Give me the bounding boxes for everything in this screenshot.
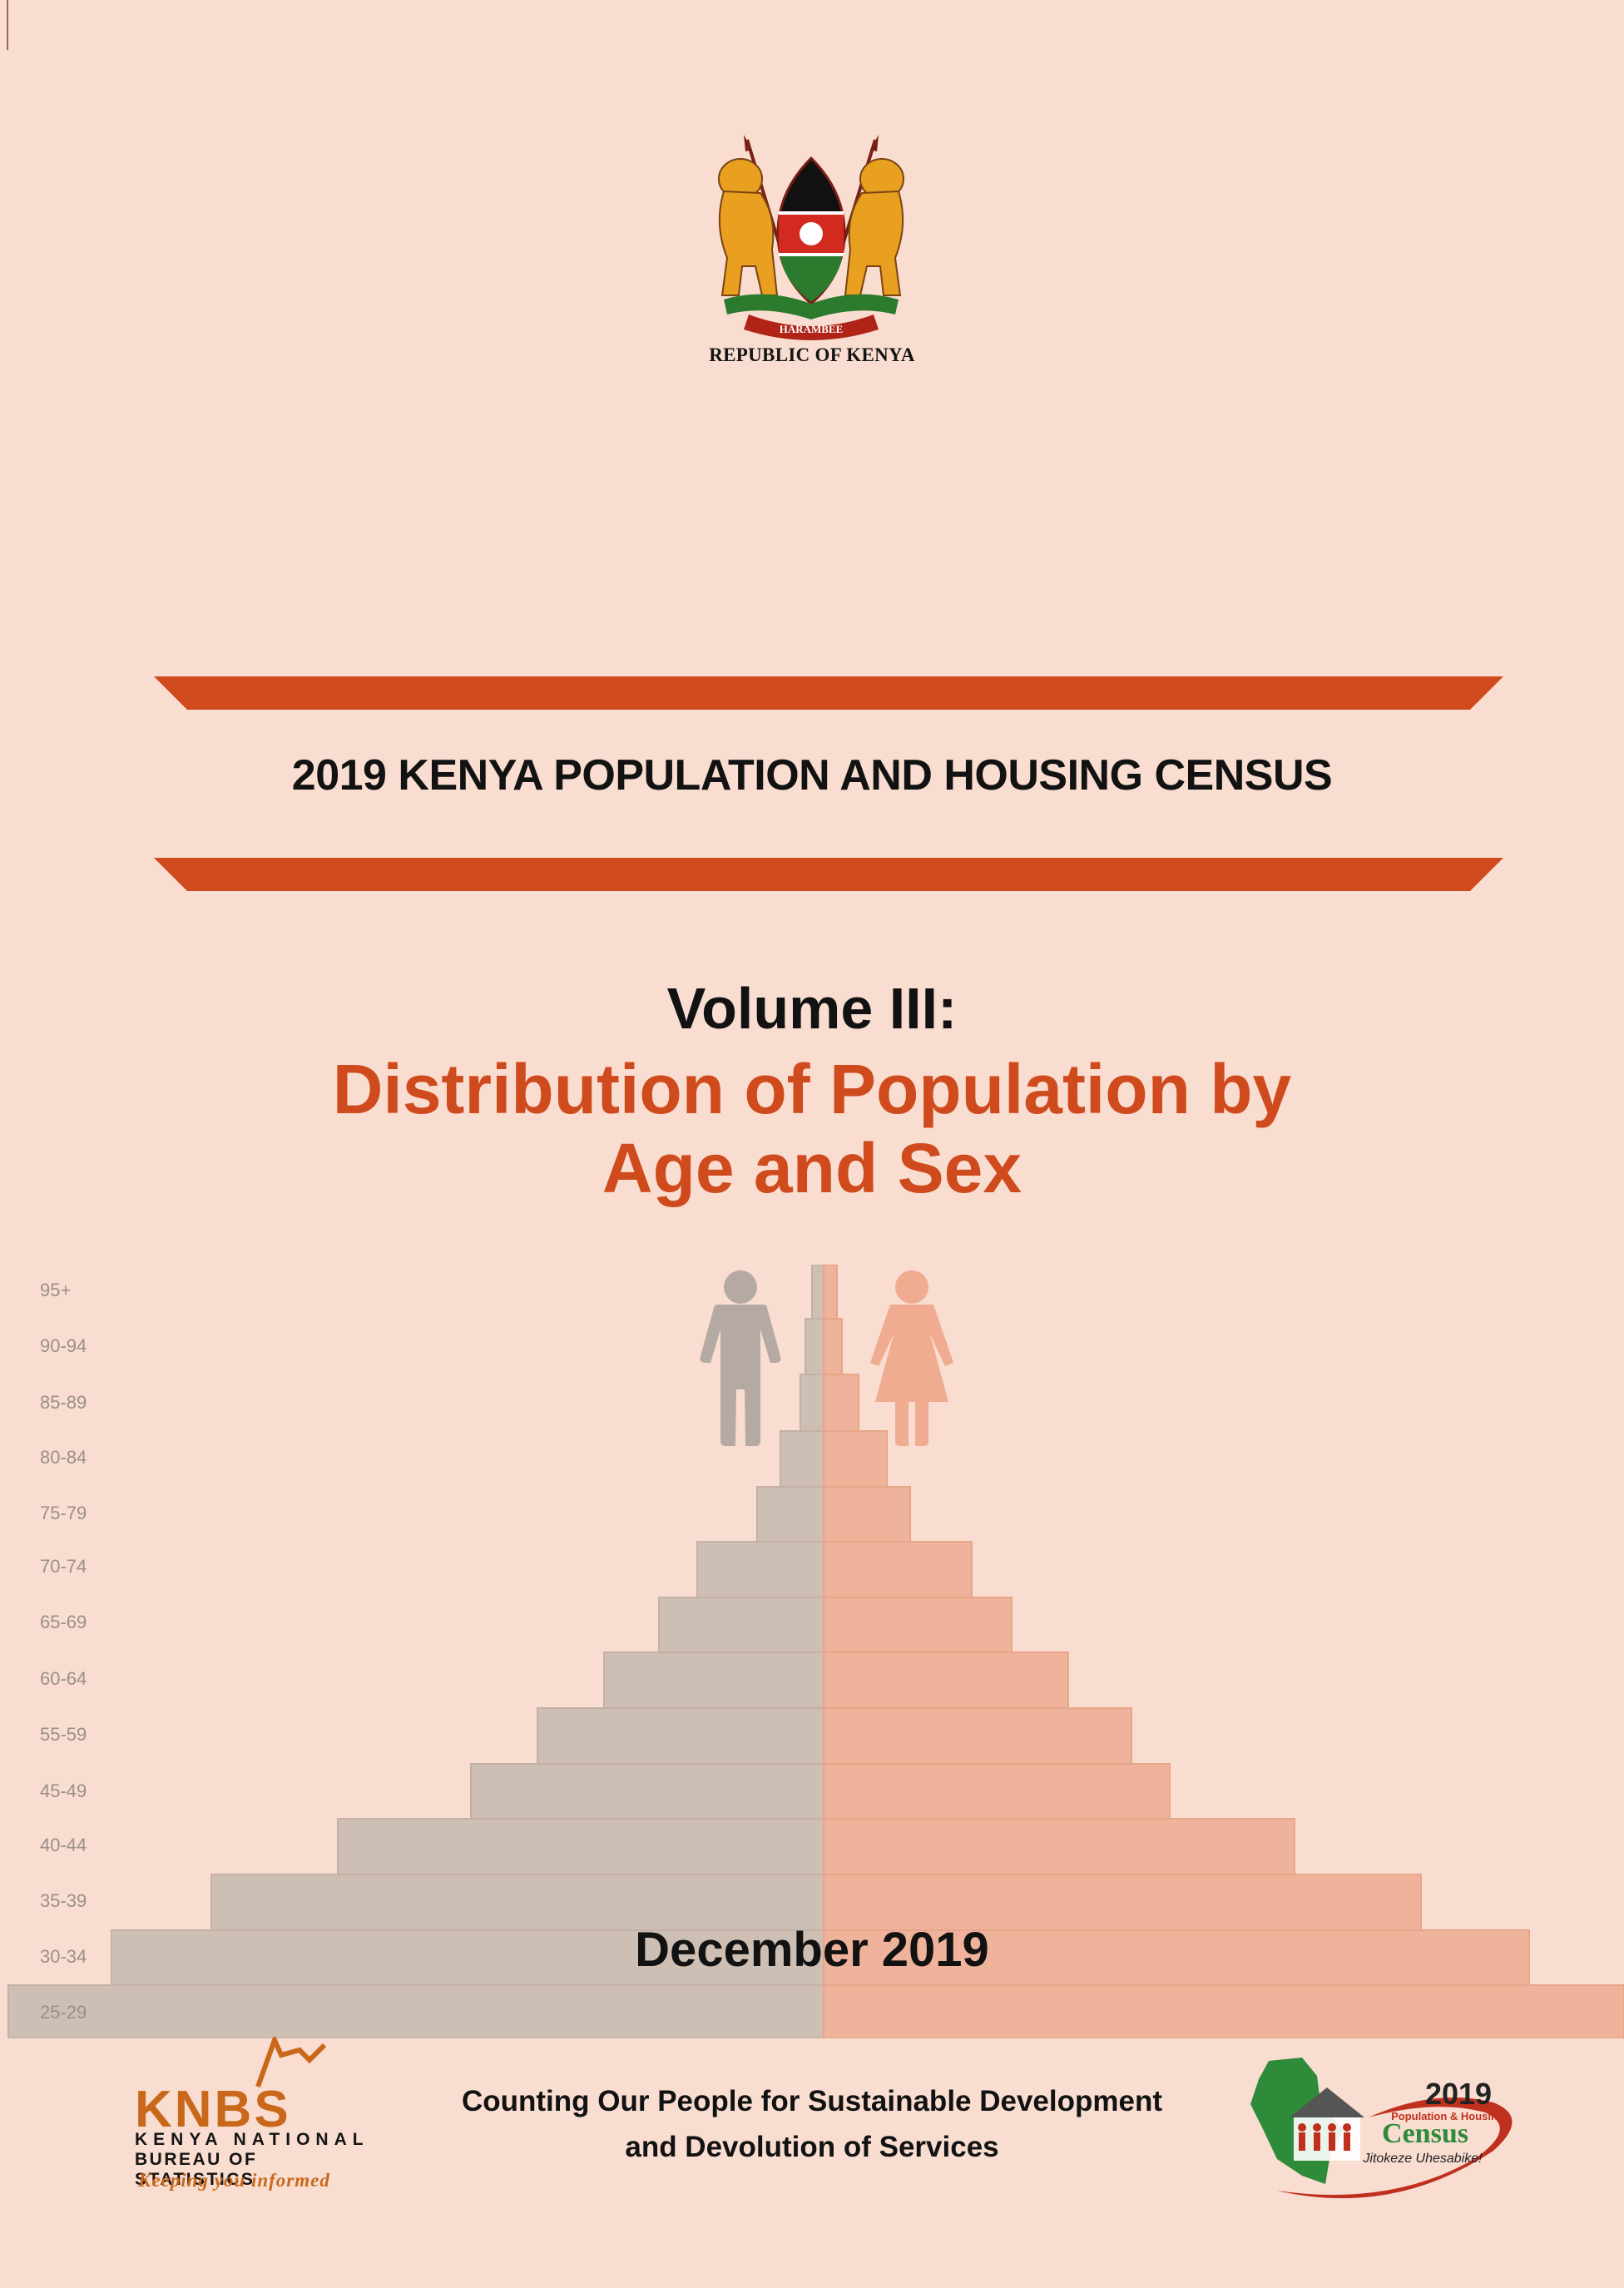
pyramid-bar-female — [823, 1763, 1171, 1820]
age-group-label: 70-74 — [40, 1556, 87, 1577]
knbs-acronym: KNBS — [135, 2081, 291, 2138]
top-accent-band — [154, 676, 1503, 710]
pyramid-bar-male — [696, 1541, 824, 1598]
pyramid-bar-male — [780, 1430, 824, 1488]
pyramid-bar-female — [823, 1984, 1624, 2038]
census-2019-logo: 2019 Population & Housing Census Jitokez… — [1250, 2058, 1513, 2199]
age-group-label: 40-44 — [40, 1835, 87, 1855]
pyramid-bar-female — [823, 1318, 843, 1375]
knbs-logo: KNBS KENYA NATIONAL BUREAU OF STATISTICS… — [133, 2037, 374, 2195]
slogan-line-2: and Devolution of Services — [625, 2131, 999, 2163]
country-name: REPUBLIC OF KENYA — [709, 344, 915, 365]
population-pyramid-graphic: 95+ 90-94 85-89 80-84 75-79 70-74 65-69 60-64 55… — [7, 1265, 1624, 2038]
pyramid-bar-male — [537, 1707, 824, 1765]
pyramid-bar-male — [470, 1763, 824, 1820]
subtitle-line-1: Distribution of Population by — [332, 1050, 1292, 1128]
harambee-motto: HARAMBEE — [780, 323, 844, 335]
pyramid-bar-female — [823, 1486, 911, 1543]
kenya-coat-of-arms-icon: HARAMBEE — [718, 135, 904, 340]
pyramid-bar-male — [111, 1929, 824, 1986]
pyramid-bar-female — [823, 1265, 838, 1320]
pyramid-bar-male — [7, 1984, 824, 2038]
page-edge-line — [7, 0, 8, 50]
pyramid-bar-male — [800, 1374, 824, 1432]
age-group-label: 75-79 — [40, 1503, 87, 1523]
pyramid-bar-female — [823, 1652, 1069, 1709]
pyramid-bar-male — [756, 1486, 824, 1543]
female-figure-icon — [870, 1270, 953, 1446]
pyramid-bar-female — [823, 1818, 1295, 1875]
pyramid-bar-male — [658, 1597, 824, 1653]
census-logo-motto: Jitokeze Uhesabike! — [1362, 2152, 1483, 2166]
pyramid-bar-female — [823, 1929, 1530, 1986]
age-group-label: 45-49 — [40, 1780, 87, 1801]
census-logo-subtitle: Population & Housing — [1391, 2110, 1504, 2122]
volume-subtitle: Distribution of Population by Age and Se… — [0, 1050, 1624, 1208]
pyramid-bar-male — [811, 1265, 824, 1320]
age-group-label: 55-59 — [40, 1724, 87, 1745]
slogan-line-1: Counting Our People for Sustainable Deve… — [461, 2085, 1163, 2117]
pyramid-bar-male — [805, 1318, 824, 1375]
age-group-label: 95+ — [40, 1280, 71, 1300]
age-group-label: 35-39 — [40, 1890, 87, 1911]
pyramid-bar-female — [823, 1430, 888, 1488]
subtitle-line-2: Age and Sex — [602, 1129, 1022, 1207]
age-group-label: 90-94 — [40, 1335, 87, 1356]
pyramid-bar-female — [823, 1874, 1422, 1931]
male-figure-icon — [700, 1270, 781, 1446]
census-logo-year: 2019 — [1425, 2077, 1492, 2111]
publication-date: December 2019 — [635, 1923, 989, 1977]
bottom-accent-band — [154, 858, 1503, 891]
pyramid-bar-male — [337, 1818, 824, 1875]
knbs-name-line-2: BUREAU OF STATISTICS — [135, 2150, 258, 2189]
age-group-label: 25-29 — [40, 2002, 87, 2023]
census-logo-word: Census — [1382, 2118, 1468, 2149]
volume-label: Volume III: — [666, 976, 958, 1041]
age-group-label: 85-89 — [40, 1392, 87, 1413]
knbs-motto: Keeping you informed — [138, 2170, 330, 2191]
knbs-chart-line-icon — [255, 2037, 327, 2088]
pyramid-bar-male — [603, 1652, 824, 1709]
pyramid-bar-female — [823, 1597, 1013, 1653]
census-title: 2019 KENYA POPULATION AND HOUSING CENSUS — [291, 751, 1333, 800]
knbs-name-line-1: KENYA NATIONAL — [135, 2130, 369, 2149]
pyramid-bar-female — [823, 1541, 973, 1598]
census-slogan: Counting Our People for Sustainable Deve… — [0, 2078, 1624, 2170]
age-group-label: 60-64 — [40, 1668, 87, 1689]
age-group-label: 80-84 — [40, 1447, 87, 1468]
pyramid-bar-female — [823, 1374, 859, 1432]
pyramid-bar-female — [823, 1707, 1132, 1765]
age-group-label: 65-69 — [40, 1612, 87, 1632]
age-group-label: 30-34 — [40, 1946, 87, 1967]
